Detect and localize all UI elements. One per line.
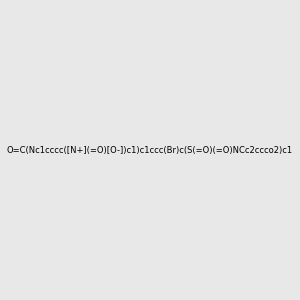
Text: O=C(Nc1cccc([N+](=O)[O-])c1)c1ccc(Br)c(S(=O)(=O)NCc2ccco2)c1: O=C(Nc1cccc([N+](=O)[O-])c1)c1ccc(Br)c(S… [7,146,293,154]
